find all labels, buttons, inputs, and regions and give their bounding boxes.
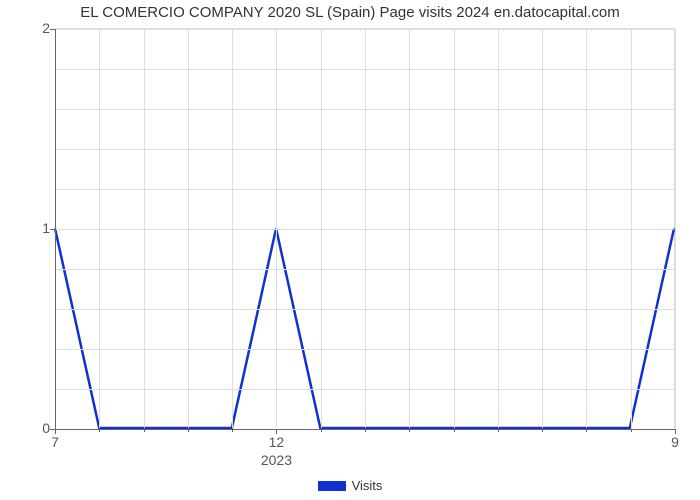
chart-root: EL COMERCIO COMPANY 2020 SL (Spain) Page… xyxy=(0,0,700,500)
x-tick-label: 7 xyxy=(51,434,59,450)
plot-area xyxy=(55,28,675,428)
chart-title: EL COMERCIO COMPANY 2020 SL (Spain) Page… xyxy=(0,4,700,21)
legend-label: Visits xyxy=(352,478,383,493)
y-tick-mark xyxy=(50,229,55,230)
gridline-v xyxy=(321,29,322,428)
x-tick-mark-minor xyxy=(542,429,543,432)
x-tick-mark-minor xyxy=(631,429,632,432)
x-axis-label: 2023 xyxy=(261,452,292,468)
gridline-v xyxy=(498,29,499,428)
gridline-v xyxy=(454,29,455,428)
x-tick-mark-minor xyxy=(99,429,100,432)
x-tick-mark xyxy=(55,429,56,434)
gridline-v xyxy=(144,29,145,428)
x-tick-mark-minor xyxy=(454,429,455,432)
x-tick-mark-minor xyxy=(409,429,410,432)
gridline-v xyxy=(188,29,189,428)
y-tick-mark xyxy=(50,29,55,30)
legend: Visits xyxy=(0,478,700,493)
x-tick-mark xyxy=(276,429,277,434)
gridline-v xyxy=(99,29,100,428)
x-tick-label: 12 xyxy=(269,434,285,450)
x-tick-mark-minor xyxy=(586,429,587,432)
x-tick-mark-minor xyxy=(498,429,499,432)
y-tick-mark xyxy=(50,429,55,430)
y-tick-label: 0 xyxy=(20,420,50,436)
y-tick-label: 1 xyxy=(20,220,50,236)
x-tick-mark-minor xyxy=(144,429,145,432)
gridline-v xyxy=(232,29,233,428)
x-tick-mark-minor xyxy=(232,429,233,432)
y-axis xyxy=(55,29,56,429)
gridline-v xyxy=(409,29,410,428)
gridline-v xyxy=(365,29,366,428)
gridline-v xyxy=(586,29,587,428)
y-tick-label: 2 xyxy=(20,20,50,36)
x-tick-label: 9 xyxy=(671,434,679,450)
x-tick-mark xyxy=(675,429,676,434)
gridline-v xyxy=(542,29,543,428)
legend-swatch xyxy=(318,481,346,491)
x-tick-mark-minor xyxy=(188,429,189,432)
x-tick-mark-minor xyxy=(365,429,366,432)
gridline-v xyxy=(675,29,676,428)
gridline-v xyxy=(631,29,632,428)
gridline-v xyxy=(276,29,277,428)
x-tick-mark-minor xyxy=(321,429,322,432)
